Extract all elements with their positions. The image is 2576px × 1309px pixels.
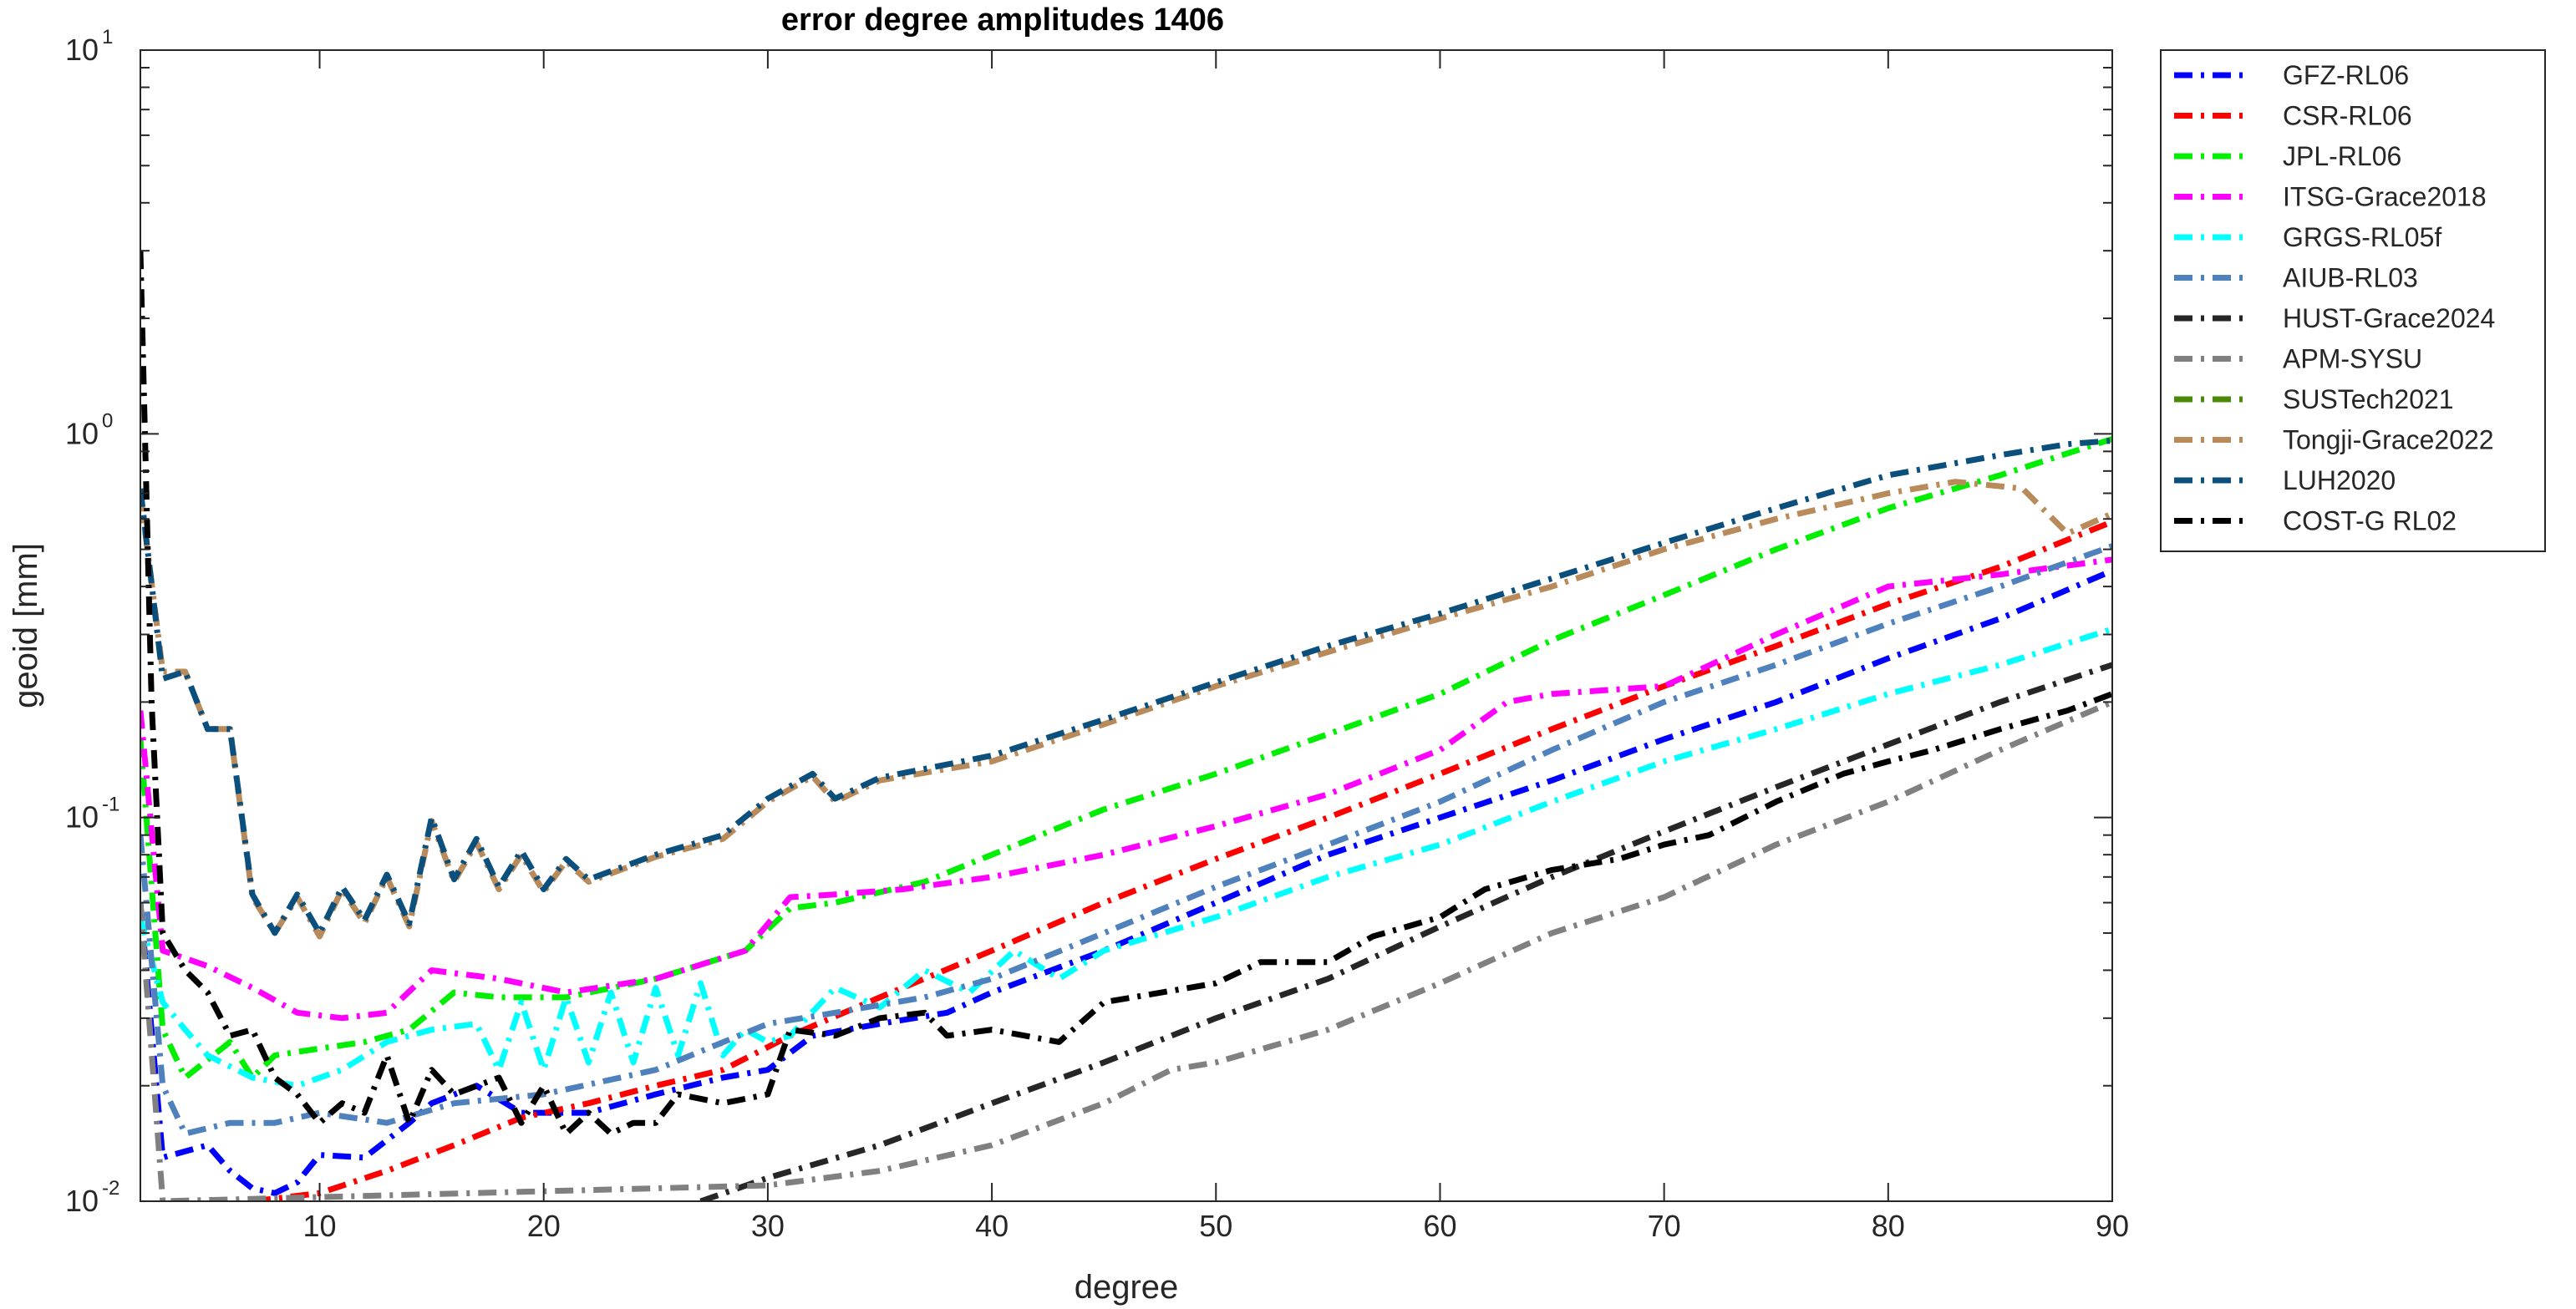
legend-label: SUSTech2021	[2283, 384, 2454, 414]
y-tick-label: 10	[65, 1184, 99, 1218]
legend-label: GRGS-RL05f	[2283, 222, 2441, 252]
y-tick-label: 10	[65, 800, 99, 835]
legend-label: ITSG-Grace2018	[2283, 182, 2487, 212]
legend-box	[2160, 49, 2546, 552]
legend-label: CSR-RL06	[2283, 101, 2412, 131]
x-tick-label: 30	[751, 1209, 785, 1243]
legend-label: Tongji-Grace2022	[2283, 425, 2494, 455]
series-line-csr-rl06	[252, 519, 2112, 1201]
chart-title: error degree amplitudes 1406	[781, 3, 1224, 38]
y-tick-exponent: -2	[102, 1177, 119, 1200]
series-layer	[140, 251, 2112, 1201]
legend-label: APM-SYSU	[2283, 344, 2422, 374]
y-tick-label: 10	[65, 33, 99, 67]
legend-label: AIUB-RL03	[2283, 263, 2418, 293]
x-tick-label: 60	[1423, 1209, 1456, 1243]
legend-label: COST-G RL02	[2283, 506, 2457, 536]
legend-label: LUH2020	[2283, 465, 2396, 495]
series-line-itsg-grace2018	[140, 556, 2112, 1022]
series-line-hust-grace2024	[699, 662, 2112, 1201]
series-line-gfz-rl06	[140, 567, 2112, 1196]
series-line-aiub-rl03	[140, 543, 2112, 1137]
x-tick-label: 70	[1648, 1209, 1681, 1243]
y-tick-exponent: 1	[102, 26, 113, 48]
x-tick-label: 80	[1872, 1209, 1905, 1243]
y-axis-label: geoid [mm]	[8, 543, 44, 708]
series-line-luh2020	[140, 438, 2112, 936]
legend-label: GFZ-RL06	[2283, 60, 2409, 90]
x-tick-label: 40	[975, 1209, 1009, 1243]
legend-label: JPL-RL06	[2283, 141, 2401, 171]
y-tick-exponent: -1	[102, 794, 119, 816]
y-tick-exponent: 0	[102, 409, 113, 432]
x-tick-label: 20	[527, 1209, 561, 1243]
x-axis: 10 20 30 40 50 60 70 80 90	[303, 50, 2129, 1243]
plot-area	[140, 251, 2112, 1201]
legend: GFZ-RL06 CSR-RL06 JPL-RL06 ITSG-Grace2018 GR…	[2160, 49, 2546, 552]
plot-frame	[140, 49, 2113, 1202]
series-line-apm-sysu	[140, 699, 2112, 1201]
x-tick-label: 10	[303, 1209, 337, 1243]
y-tick-label: 10	[65, 416, 99, 450]
series-line-grgs-rl05f	[140, 626, 2112, 1089]
legend-label: HUST-Grace2024	[2283, 303, 2495, 333]
series-line-jpl-rl06	[140, 436, 2112, 1081]
series-line-cost-g-rl02	[140, 251, 2112, 1137]
x-tick-label: 90	[2096, 1209, 2129, 1243]
x-axis-label: degree	[1075, 1269, 1179, 1306]
x-tick-label: 50	[1199, 1209, 1232, 1243]
series-line-tongji-grace2022	[140, 479, 2112, 940]
